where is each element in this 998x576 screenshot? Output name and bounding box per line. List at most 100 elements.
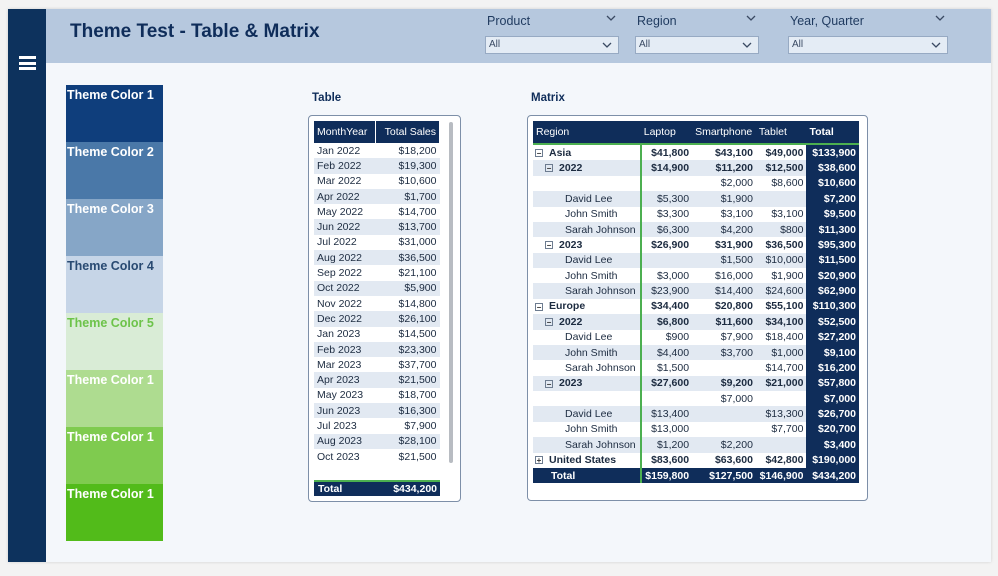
matrix-row[interactable]: Sarah Johnson $23,900 $14,400 $24,600 $62,90… xyxy=(533,283,859,299)
matrix-row[interactable]: + United States $83,600 $63,600 $42,800 $190,… xyxy=(533,452,859,468)
matrix-row[interactable]: David Lee $1,500 $10,000 $11,500 xyxy=(533,252,859,268)
theme-color-swatch: Theme Color 5 xyxy=(66,313,163,370)
slicer-region[interactable]: Region All xyxy=(635,9,759,63)
table-row[interactable]: May 2023 $18,700 xyxy=(314,388,440,403)
matrix-row[interactable]: Sarah Johnson $6,300 $4,200 $800 $11,300 xyxy=(533,221,859,238)
value-cell: $11,600 xyxy=(692,314,756,330)
matrix-row[interactable]: John Smith $3,000 $16,000 $1,900 $20,900 xyxy=(533,268,859,284)
matrix-row[interactable]: −2022 $6,800 $11,600 $34,100 $52,500 xyxy=(533,314,859,330)
table-row[interactable]: Oct 2022 $5,900 xyxy=(314,280,440,296)
matrix-row[interactable]: $7,000 $7,000 xyxy=(533,391,859,407)
table-row[interactable]: Jan 2023 $14,500 xyxy=(314,327,440,342)
slicer-label: Region xyxy=(637,14,677,28)
chevron-down-icon[interactable] xyxy=(745,12,757,24)
matrix-row[interactable]: −2022 $14,900 $11,200 $12,500 $38,600 xyxy=(533,160,859,176)
column-header-tablet[interactable]: Tablet xyxy=(755,121,807,145)
column-header-total-sales[interactable]: Total Sales xyxy=(375,121,440,143)
table-row[interactable]: Dec 2022 $26,100 xyxy=(314,311,440,327)
row-label: Sarah Johnson xyxy=(565,223,636,236)
table-row[interactable]: Aug 2022 $36,500 xyxy=(314,250,440,266)
table-row[interactable]: Feb 2023 $23,300 xyxy=(314,341,440,358)
row-total-cell: $10,600 xyxy=(806,175,859,192)
matrix-row[interactable]: David Lee $5,300 $1,900 $7,200 xyxy=(533,191,859,207)
table-row[interactable]: Mar 2023 $37,700 xyxy=(314,357,440,372)
table-row[interactable]: May 2022 $14,700 xyxy=(314,204,440,219)
column-header-region[interactable]: Region xyxy=(533,121,641,145)
matrix-total-row[interactable]: Total $159,800 $127,500 $146,900 $434,200 xyxy=(533,467,859,484)
theme-color-swatch: Theme Color 1 xyxy=(66,427,163,484)
chevron-down-icon[interactable] xyxy=(601,39,613,51)
theme-color-swatches: Theme Color 1 Theme Color 2 Theme Color 3 T… xyxy=(66,85,163,541)
matrix-row[interactable]: −2023 $27,600 $9,200 $21,000 $57,800 xyxy=(533,375,859,391)
collapse-icon[interactable]: − xyxy=(535,148,543,158)
table-row[interactable]: Sep 2022 $21,100 xyxy=(314,265,440,280)
table-row[interactable]: Apr 2023 $21,500 xyxy=(314,372,440,388)
slicer-year-quarter[interactable]: Year, Quarter All xyxy=(788,9,948,63)
matrix-row[interactable]: − Europe $34,400 $20,800 $55,100 $110,300 xyxy=(533,298,859,315)
value-cell: $12,500 xyxy=(755,160,807,176)
chevron-down-icon[interactable] xyxy=(605,12,617,24)
table-row[interactable]: Jun 2022 $13,700 xyxy=(314,219,440,235)
table-row[interactable]: Apr 2022 $1,700 xyxy=(314,188,440,205)
row-total-cell: $26,700 xyxy=(806,406,859,422)
matrix-visual[interactable]: Region Laptop Smartphone Tablet Total − A… xyxy=(527,115,868,501)
collapse-icon[interactable]: − xyxy=(535,302,543,312)
slicer-dropdown[interactable]: All xyxy=(788,36,948,54)
collapse-icon[interactable]: − xyxy=(545,379,553,389)
row-header-cell: −2022 xyxy=(533,160,642,176)
report-canvas: Theme Test - Table & Matrix Product All … xyxy=(8,9,991,562)
matrix-row[interactable]: Sarah Johnson $1,500 $14,700 $16,200 xyxy=(533,360,859,376)
table-row[interactable]: Jul 2022 $31,000 xyxy=(314,235,440,250)
value-cell: $1,900 xyxy=(771,269,804,282)
row-total-cell: $9,500 xyxy=(806,206,859,222)
collapse-icon[interactable]: − xyxy=(545,164,553,174)
value-cell xyxy=(756,391,807,406)
matrix-row[interactable]: John Smith $4,400 $3,700 $1,000 $9,100 xyxy=(533,344,859,361)
table-row[interactable]: Jan 2022 $18,200 xyxy=(314,143,440,158)
expand-icon[interactable]: + xyxy=(535,456,543,466)
value-cell: $2,000 xyxy=(720,177,753,190)
chevron-down-icon[interactable] xyxy=(930,39,942,51)
column-header-laptop[interactable]: Laptop xyxy=(640,121,693,145)
chevron-down-icon[interactable] xyxy=(934,12,946,24)
month-cell: Apr 2023 xyxy=(314,372,376,388)
column-header-smartphone[interactable]: Smartphone xyxy=(692,121,756,145)
swatch-label: Theme Color 4 xyxy=(67,259,154,273)
matrix-row[interactable]: −2023 $26,900 $31,900 $36,500 $95,300 xyxy=(533,237,859,253)
month-cell: Feb 2022 xyxy=(314,158,376,174)
value-cell: $146,900 xyxy=(755,467,807,484)
table-row[interactable]: Nov 2022 $14,800 xyxy=(314,296,440,311)
slicer-product[interactable]: Product All xyxy=(485,9,619,63)
matrix-row[interactable]: $2,000 $8,600 $10,600 xyxy=(533,175,859,192)
slicer-dropdown[interactable]: All xyxy=(635,36,759,54)
table-row[interactable]: Feb 2022 $19,300 xyxy=(314,158,440,174)
collapse-icon[interactable]: − xyxy=(545,241,553,251)
hamburger-menu-icon[interactable] xyxy=(19,56,36,70)
matrix-row[interactable]: John Smith $13,000 $7,700 $20,700 xyxy=(533,421,859,438)
month-cell: Mar 2023 xyxy=(317,358,362,371)
matrix-row[interactable]: David Lee $13,400 $13,300 $26,700 xyxy=(533,406,859,422)
table-row[interactable]: Oct 2023 $21,500 xyxy=(314,449,440,464)
table-visual[interactable]: MonthYear Total Sales Jan 2022 $18,200 Feb… xyxy=(308,115,461,502)
matrix-row[interactable]: − Asia $41,800 $43,100 $49,000 $133,900 xyxy=(533,144,859,161)
table-row[interactable]: Jun 2023 $16,300 xyxy=(314,403,440,419)
collapse-icon[interactable]: − xyxy=(545,318,553,328)
month-cell: May 2022 xyxy=(317,205,364,218)
matrix-row[interactable]: John Smith $3,300 $3,100 $3,100 $9,500 xyxy=(533,206,859,222)
slicer-dropdown[interactable]: All xyxy=(485,36,619,54)
value-cell: $26,900 xyxy=(651,238,690,251)
month-cell: Dec 2022 xyxy=(314,311,376,327)
row-label: 2023 xyxy=(559,377,583,390)
matrix-row[interactable]: Sarah Johnson $1,200 $2,200 $3,400 xyxy=(533,437,859,453)
matrix-row[interactable]: David Lee $900 $7,900 $18,400 $27,200 xyxy=(533,329,859,345)
table-row[interactable]: Jul 2023 $7,900 xyxy=(314,418,440,433)
row-total-cell: $20,900 xyxy=(806,268,859,284)
slicer-label: Product xyxy=(487,14,531,28)
column-header-total[interactable]: Total xyxy=(806,121,859,145)
vertical-scrollbar[interactable] xyxy=(449,122,453,463)
table-row[interactable]: Mar 2022 $10,600 xyxy=(314,174,440,189)
chevron-down-icon[interactable] xyxy=(741,39,753,51)
table-row[interactable]: Aug 2023 $28,100 xyxy=(314,433,440,449)
column-header-monthyear[interactable]: MonthYear xyxy=(314,121,377,143)
value-cell: $14,400 xyxy=(692,283,756,299)
